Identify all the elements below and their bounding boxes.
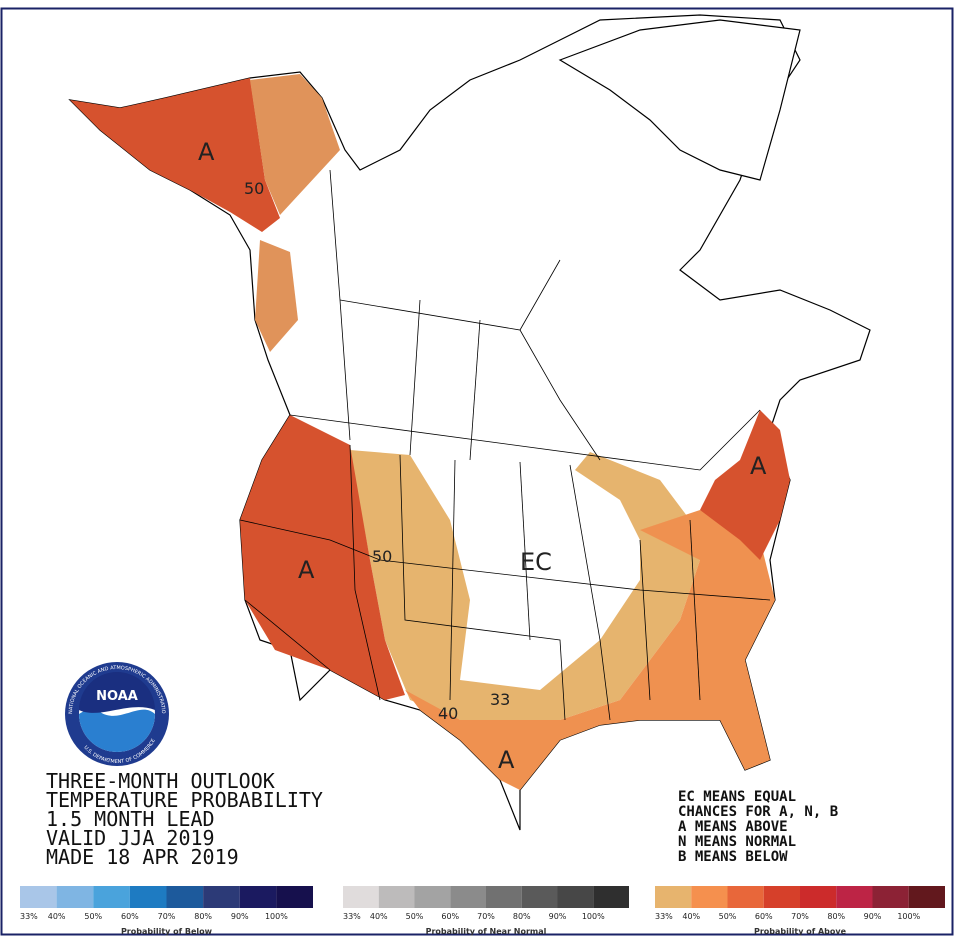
title-line: THREE-MONTH OUTLOOK [46, 769, 275, 793]
contour-label: 40 [438, 704, 458, 723]
legend-swatch [836, 886, 873, 908]
legend-label: 90% [549, 912, 567, 921]
contour-label: 50 [372, 547, 392, 566]
legend-label: 50% [84, 912, 102, 921]
legend-label: 70% [158, 912, 176, 921]
legend-swatch [93, 886, 130, 908]
legend-swatch [691, 886, 728, 908]
map-label: A [498, 746, 515, 774]
legend-swatch [557, 886, 594, 908]
legend-swatch [521, 886, 558, 908]
legend-swatch [727, 886, 764, 908]
title-line: TEMPERATURE PROBABILITY [46, 788, 323, 812]
legend-label: 90% [231, 912, 249, 921]
legend-swatch [203, 886, 240, 908]
legend-label: 90% [864, 912, 882, 921]
map-label: A [198, 138, 215, 166]
legend-caption: Probability of Below [121, 927, 213, 936]
title-line: VALID JJA 2019 [46, 826, 215, 850]
map-label: A [750, 452, 767, 480]
legend-swatch [56, 886, 94, 908]
note-line: A MEANS ABOVE [678, 819, 788, 835]
legend-swatch [239, 886, 277, 908]
legend-label: 80% [827, 912, 845, 921]
legend-swatch [872, 886, 909, 908]
legend-label: 100% [265, 912, 288, 921]
legend-swatch [276, 886, 313, 908]
borders [239, 169, 771, 721]
map-label: A [298, 556, 315, 584]
logo-text: NOAA [96, 689, 138, 704]
contour-label: 33 [490, 690, 510, 709]
legend-swatch [908, 886, 945, 908]
map-label: EC [520, 548, 552, 576]
legend-swatch [763, 886, 800, 908]
title-line: MADE 18 APR 2019 [46, 845, 239, 869]
legend-label: 40% [48, 912, 66, 921]
legend-swatch [450, 886, 486, 908]
legend-label: 40% [682, 912, 700, 921]
note-line: EC MEANS EQUAL [678, 789, 796, 805]
frame [0, 7, 954, 936]
note-line: CHANCES FOR A, N, B [678, 804, 838, 820]
legend-label: 100% [897, 912, 920, 921]
legend-swatch [378, 886, 415, 908]
legend-swatch [655, 886, 692, 908]
note-line: B MEANS BELOW [678, 849, 788, 865]
legend-label: 70% [477, 912, 495, 921]
note-line: N MEANS NORMAL [678, 834, 796, 850]
legend-swatch [20, 886, 57, 908]
legend-swatch [486, 886, 522, 908]
legend-swatch [343, 886, 379, 908]
legend-label: 60% [755, 912, 773, 921]
legend-label: 60% [441, 912, 459, 921]
legend-label: 100% [582, 912, 605, 921]
legend-label: 80% [194, 912, 212, 921]
legend-label: 33% [20, 912, 38, 921]
legends: 33% 40% 50% 60% 70% 80% 90% 100% Probability of … [20, 886, 945, 936]
legend-label: 40% [370, 912, 388, 921]
title-line: 1.5 MONTH LEAD [46, 807, 215, 831]
legend-swatch [166, 886, 204, 908]
legend-label: 70% [791, 912, 809, 921]
legend-label: 33% [655, 912, 673, 921]
legend-swatch [593, 886, 629, 908]
legend-label: 60% [121, 912, 139, 921]
legend-label: 50% [406, 912, 424, 921]
legend-swatch [414, 886, 451, 908]
legend-swatch [129, 886, 167, 908]
legend-label: 80% [513, 912, 531, 921]
legend-caption: Probability of Near Normal [426, 927, 547, 936]
legend-label: 50% [719, 912, 737, 921]
legend-caption: Probability of Above [754, 927, 847, 936]
legend-swatch [800, 886, 837, 908]
contour-label: 50 [244, 179, 264, 198]
legend-label: 33% [343, 912, 361, 921]
